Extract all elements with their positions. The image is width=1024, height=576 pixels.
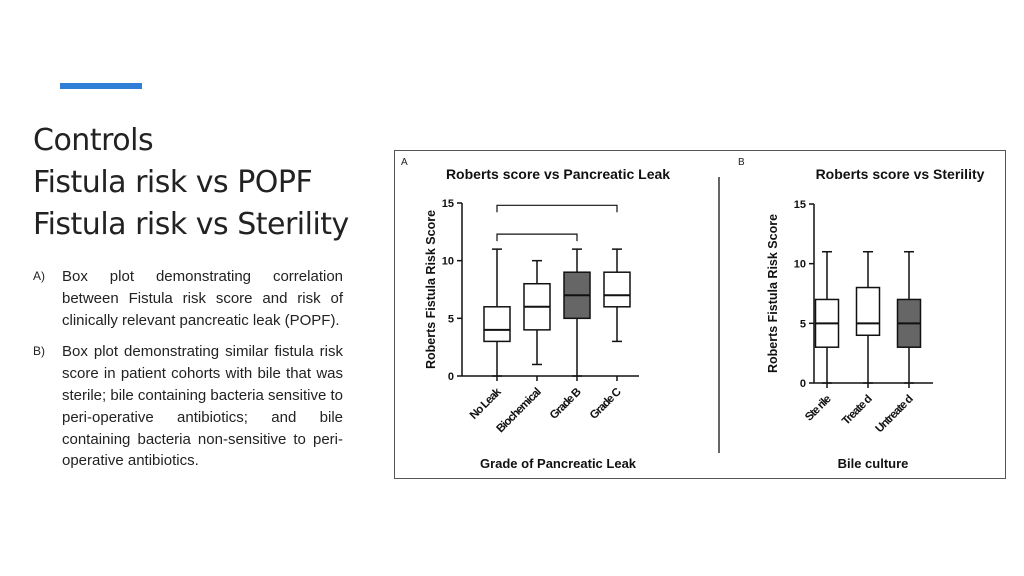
x-axis-label: Grade of Pancreatic Leak <box>480 456 637 471</box>
accent-bar <box>60 83 142 89</box>
x-tick-label: Biochemical <box>495 386 544 435</box>
y-tick-label: 0 <box>448 371 454 383</box>
bullet-text: Box plot demonstrating similar fistula r… <box>62 343 343 470</box>
title-line: Fistula risk vs Sterility <box>33 207 349 242</box>
bullet-text: Box plot demonstrating correlation betwe… <box>62 268 343 329</box>
x-axis-label: Bile culture <box>838 456 909 471</box>
y-tick-label: 15 <box>442 198 454 210</box>
box-plot-figure: A Roberts score vs Pancreatic Leak Grade o… <box>401 157 985 471</box>
title-line: Fistula risk vs POPF <box>33 165 313 200</box>
bullet-item: A) Box plot demonstrating correlation be… <box>33 266 343 331</box>
x-tick-label: Ste rile <box>803 393 833 423</box>
y-axis-label: Roberts Fistula Risk Score <box>766 214 780 373</box>
bullet-list: A) Box plot demonstrating correlation be… <box>33 266 343 482</box>
y-tick-label: 5 <box>800 318 806 330</box>
chart-title: Roberts score vs Pancreatic Leak <box>446 166 670 182</box>
box-no-leak <box>483 306 511 343</box>
chart-title: Roberts score vs Sterility <box>816 166 985 182</box>
title-line: Controls <box>33 123 154 158</box>
x-tick-label: Grade B <box>548 386 584 422</box>
figure-panel: A Roberts score vs Pancreatic Leak Grade o… <box>394 150 1006 479</box>
box-treate-d <box>855 286 881 337</box>
panel-label: A <box>401 157 408 168</box>
bullet-marker: A) <box>33 269 45 283</box>
x-tick-label: Untreate d <box>873 393 915 435</box>
x-tick-label: Grade C <box>588 386 624 422</box>
y-tick-label: 5 <box>448 313 454 325</box>
x-tick-label: No Leak <box>468 386 504 422</box>
significance-bracket <box>496 204 618 213</box>
significance-bracket <box>496 233 578 242</box>
y-tick-label: 10 <box>442 256 454 268</box>
panel-label: B <box>738 157 745 168</box>
y-tick-label: 0 <box>800 378 806 390</box>
y-tick-label: 10 <box>794 259 806 271</box>
bullet-item: B) Box plot demonstrating similar fistul… <box>33 341 343 472</box>
slide-title: Controls Fistula risk vs POPF Fistula ri… <box>33 120 349 246</box>
box-grade-c <box>603 271 631 308</box>
bullet-marker: B) <box>33 344 45 359</box>
y-tick-label: 15 <box>794 199 806 211</box>
y-axis-label: Roberts Fistula Risk Score <box>424 210 438 369</box>
x-tick-label: Treate d <box>840 393 875 428</box>
